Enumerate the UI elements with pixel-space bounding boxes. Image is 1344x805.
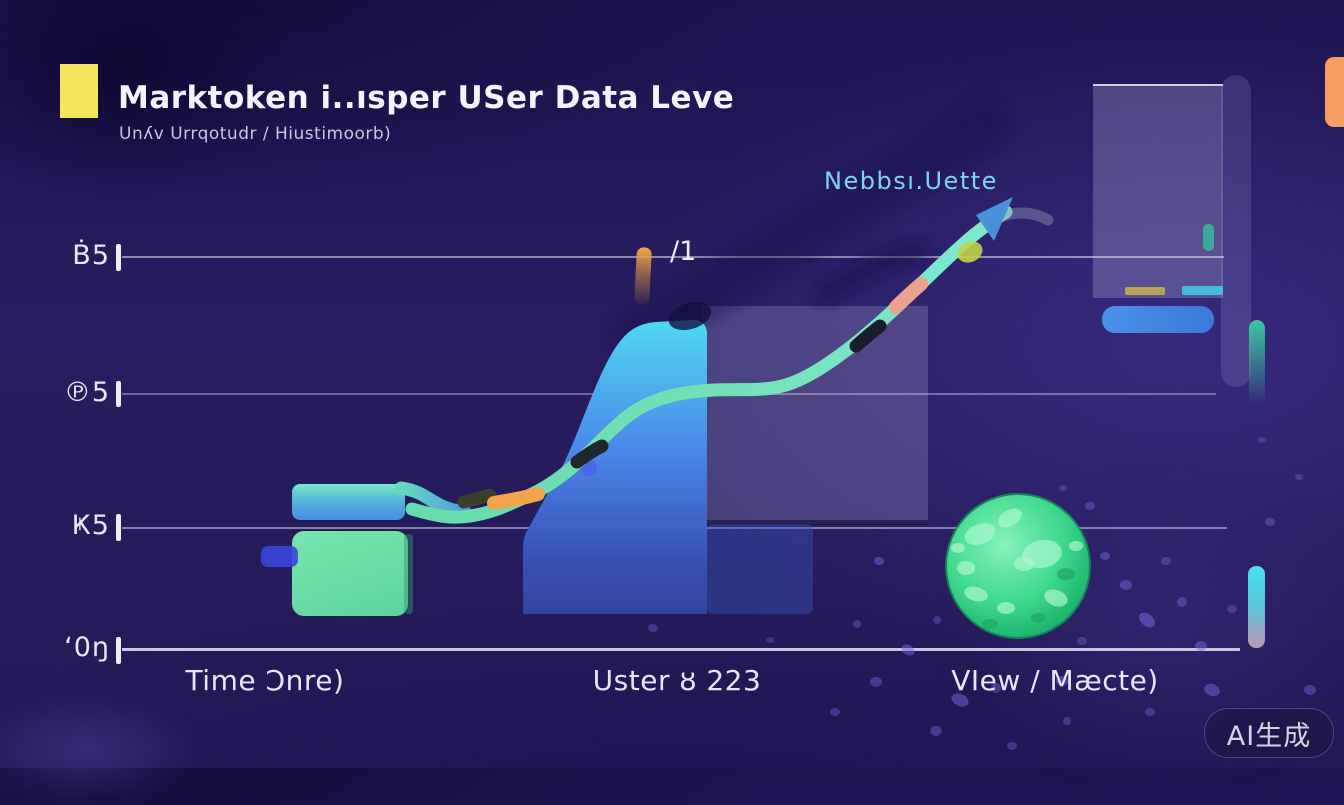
glow-top-left [0, 0, 280, 190]
right-pillar [1221, 75, 1251, 387]
page-title: Marktoken i..ısper USer Data Leve [118, 80, 735, 116]
pill-teal-right [1249, 320, 1265, 406]
y-axis-label-4: ʻ0ŋ [64, 632, 110, 663]
series-label: Nebbsı.Uette [824, 167, 998, 195]
x-axis-label-2: Uster ȣ 223 [592, 664, 762, 697]
bar-teal-top [292, 484, 405, 520]
glow-bottom-left [0, 695, 200, 805]
panel-pill-teal [1203, 224, 1214, 251]
bar-green [292, 531, 408, 616]
pill-blue-left [261, 546, 298, 567]
ai-generated-badge: AI生成 [1204, 708, 1334, 758]
y-axis-tick-2 [116, 381, 121, 407]
chart-annotation: /1 [670, 236, 697, 267]
pill-cyanpink-right [1248, 566, 1265, 648]
gridline-2 [122, 393, 1216, 395]
overlay-rect-edge [702, 520, 928, 525]
panel-strip-yellow [1125, 287, 1165, 295]
gridline-baseline [122, 648, 1240, 651]
y-axis-tick-4 [116, 637, 121, 664]
pill-orange-top [1325, 57, 1344, 127]
accent-square [60, 64, 98, 118]
overlay-rect [702, 306, 928, 524]
y-axis-label-1: Ḃ5 [72, 240, 110, 271]
panel-strip-cyan [1182, 286, 1223, 295]
y-axis-tick-3 [116, 514, 121, 541]
bar-blue-right [1102, 306, 1214, 333]
gridline-3 [122, 527, 1227, 529]
ai-badge-label: AI生成 [1226, 720, 1312, 752]
x-axis-label-1: Time Ɔnre) [185, 664, 345, 697]
right-panel [1093, 84, 1223, 298]
page-subtitle: Unʎv Urrqotudr / Hiustimoorb) [119, 124, 392, 144]
y-axis-tick-1 [116, 244, 121, 271]
bar-green-shadow [404, 534, 413, 614]
y-axis-label-2: ℗5 [63, 377, 110, 408]
y-axis-label-3: Ҝ5 [71, 510, 110, 541]
x-axis-label-3: VIew / Mæcte) [951, 664, 1159, 697]
